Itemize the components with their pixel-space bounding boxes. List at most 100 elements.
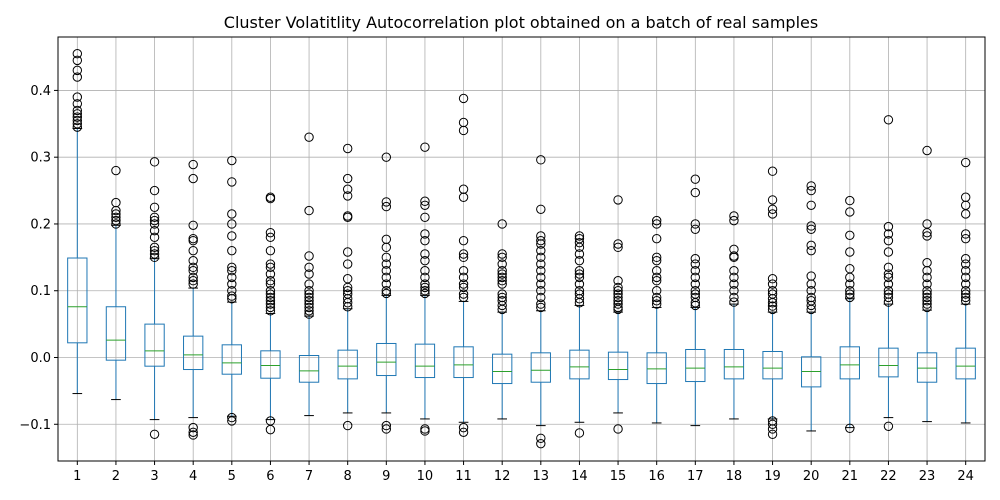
- outlier-point: [72, 122, 83, 132]
- x-tick-label: 1: [73, 469, 81, 484]
- outlier-point: [690, 187, 701, 198]
- box-group-9: [376, 152, 397, 434]
- outlier-point: [111, 212, 121, 222]
- outlier-point: [381, 259, 392, 269]
- outlier-point: [458, 279, 469, 289]
- outlier-point: [651, 219, 662, 229]
- outlier-point: [729, 244, 739, 255]
- outlier-point: [690, 224, 701, 235]
- outlier-point: [574, 279, 585, 289]
- outlier-point: [536, 438, 546, 449]
- outlier-point: [149, 157, 160, 167]
- plot-layer: [67, 48, 976, 449]
- axis-layer: −0.10.00.10.20.30.41 2 3 4 5 6 7 8 9 10 11 12 13 14 15…: [19, 36, 986, 484]
- iqr-box: [105, 306, 127, 361]
- outlier-point: [188, 276, 198, 286]
- outlier-point: [574, 289, 585, 299]
- box-group-12: [492, 219, 513, 420]
- outlier-point: [72, 109, 83, 119]
- outlier-point: [536, 231, 546, 241]
- outlier-point: [188, 159, 198, 170]
- outlier-point: [613, 299, 623, 309]
- outlier-point: [265, 227, 276, 238]
- outlier-point: [806, 200, 816, 210]
- outlier-point: [651, 272, 662, 283]
- outlier-point: [883, 286, 894, 296]
- outlier-point: [960, 266, 971, 276]
- chart-title: Cluster Volatitlity Autocorrelation plot…: [224, 13, 818, 32]
- outlier-point: [574, 237, 585, 248]
- outlier-point: [845, 263, 855, 274]
- outlier-point: [651, 255, 662, 266]
- outlier-point: [845, 279, 855, 289]
- outlier-point: [149, 202, 160, 212]
- outlier-point: [729, 215, 739, 226]
- outlier-point: [883, 235, 894, 246]
- outlier-point: [767, 304, 778, 315]
- outlier-point: [304, 309, 314, 319]
- x-tick-label: 13: [533, 469, 550, 484]
- box-group-22: [878, 115, 899, 431]
- outlier-point: [960, 192, 971, 202]
- outlier-point: [188, 255, 198, 266]
- iqr-box: [723, 348, 745, 380]
- outlier-point: [188, 422, 198, 433]
- outlier-point: [574, 231, 585, 241]
- outlier-point: [922, 219, 932, 229]
- outlier-point: [922, 145, 932, 156]
- outlier-point: [227, 286, 237, 296]
- outlier-point: [497, 272, 507, 283]
- outlier-point: [227, 209, 237, 219]
- outlier-point: [342, 247, 353, 257]
- outlier-point: [651, 266, 662, 276]
- outlier-point: [458, 235, 469, 246]
- x-tick-label: 14: [571, 469, 588, 484]
- outlier-point: [651, 215, 662, 226]
- outlier-point: [342, 289, 353, 299]
- iqr-box: [762, 350, 783, 380]
- outlier-point: [420, 266, 430, 276]
- outlier-point: [613, 292, 623, 303]
- outlier-point: [613, 302, 623, 313]
- outlier-point: [381, 197, 392, 207]
- outlier-point: [265, 292, 276, 303]
- outlier-point: [149, 232, 160, 243]
- box-group-23: [916, 145, 938, 423]
- outlier-point: [690, 286, 701, 296]
- outlier-point: [458, 272, 469, 283]
- outlier-point: [883, 269, 894, 279]
- outlier-point: [381, 279, 392, 289]
- outlier-point: [304, 279, 314, 289]
- iqr-box: [530, 352, 551, 383]
- x-tick-label: 9: [382, 469, 390, 484]
- outlier-point: [265, 299, 276, 309]
- outlier-point: [265, 286, 276, 296]
- iqr-box: [646, 352, 667, 385]
- box-group-7: [298, 132, 320, 417]
- outlier-point: [149, 245, 160, 256]
- plot-frame: [57, 36, 986, 462]
- outlier-point: [613, 195, 623, 205]
- outlier-point: [806, 181, 816, 191]
- outlier-point: [767, 424, 778, 434]
- x-tick-label: 17: [687, 469, 704, 484]
- outlier-point: [883, 229, 894, 239]
- outlier-point: [265, 232, 276, 243]
- box-group-6: [260, 192, 281, 435]
- outlier-point: [729, 211, 739, 221]
- x-tick-label: 24: [957, 469, 974, 484]
- outlier-point: [536, 272, 546, 283]
- outlier-point: [922, 279, 932, 289]
- outlier-point: [420, 142, 430, 152]
- outlier-point: [729, 272, 739, 283]
- outlier-point: [497, 279, 507, 289]
- outlier-point: [227, 291, 237, 301]
- outlier-point: [188, 245, 198, 256]
- outlier-point: [806, 292, 816, 303]
- x-tick-label: 20: [803, 469, 820, 484]
- outlier-point: [304, 286, 314, 296]
- iqr-box: [144, 323, 165, 367]
- outlier-point: [536, 433, 546, 443]
- outlier-point: [381, 288, 392, 299]
